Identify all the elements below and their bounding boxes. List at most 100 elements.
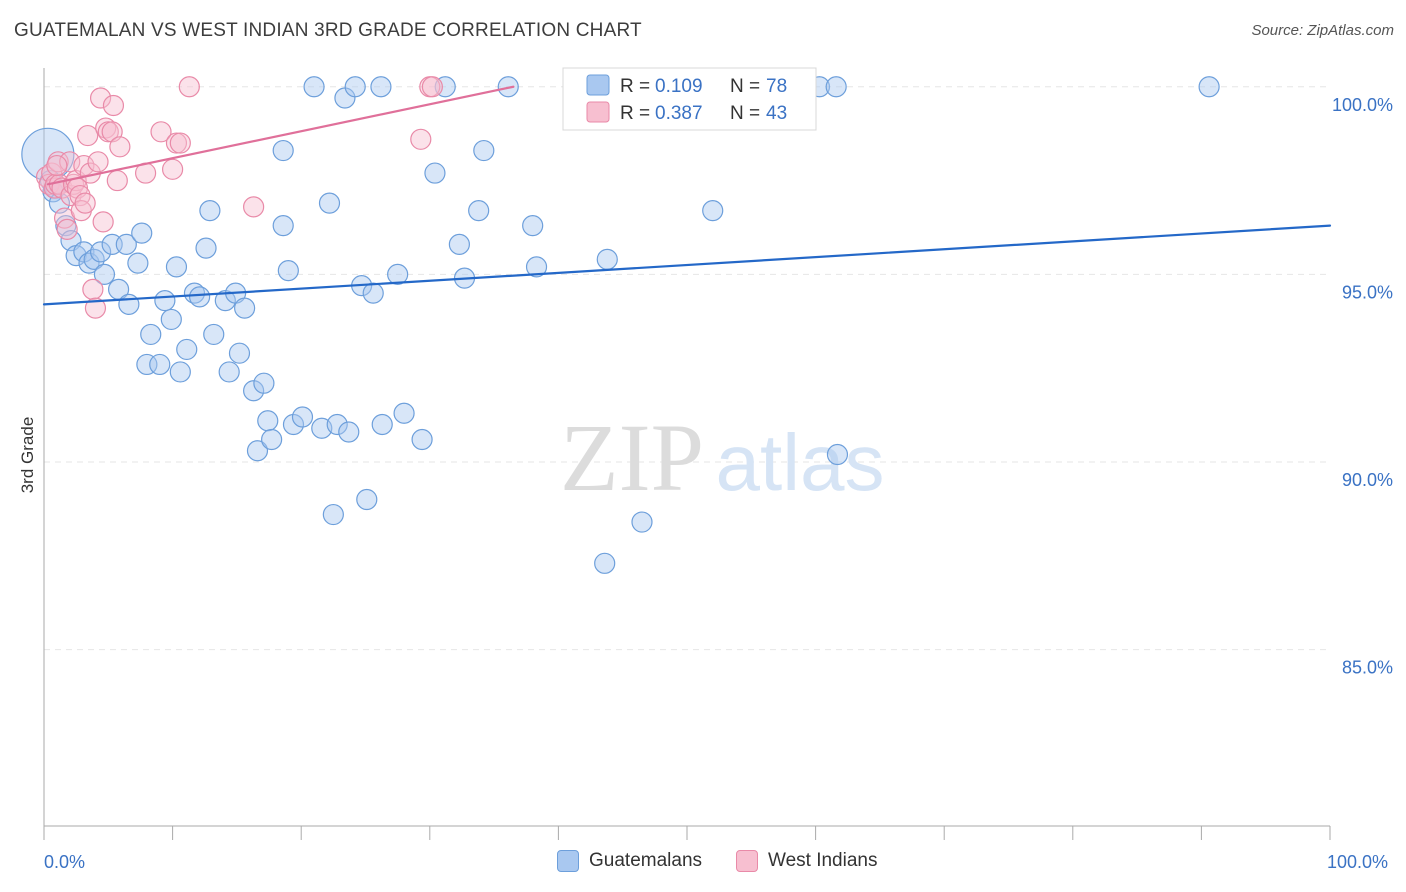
point-guatemalans-67 [468, 199, 490, 222]
r-label-1: R = [620, 103, 650, 124]
x-tick-label-left: 0.0% [44, 852, 86, 872]
point-guatemalans-65 [448, 233, 470, 255]
point-west-indians-9 [56, 218, 78, 240]
y-tick-label-2: 90.0% [1342, 470, 1393, 490]
point-guatemalans-75 [702, 199, 724, 222]
stats-legend: R = 0.109 N = 78 R = 0.387 N = 43 [562, 67, 817, 131]
point-guatemalans-39 [253, 372, 275, 394]
point-guatemalans-61 [393, 402, 415, 424]
point-guatemalans-68 [473, 139, 495, 162]
point-guatemalans-56 [356, 488, 378, 511]
point-guatemalans-50 [322, 503, 344, 526]
point-west-indians-30 [106, 169, 128, 192]
point-west-indians-42 [46, 154, 68, 177]
point-guatemalans-17 [127, 252, 149, 274]
point-guatemalans-45 [282, 413, 305, 436]
point-west-indians-31 [109, 136, 131, 158]
point-guatemalans-64 [434, 76, 456, 98]
point-guatemalans-36 [234, 297, 256, 319]
point-guatemalans-62 [411, 428, 433, 451]
legend-swatch-west-indians [736, 850, 758, 872]
trend-line-guatemalans [42, 224, 1332, 306]
point-guatemalans-46 [291, 406, 314, 428]
point-guatemalans-72 [594, 552, 616, 574]
point-guatemalans-16 [118, 293, 140, 316]
x-tick-label-right: 100.0% [1327, 852, 1389, 872]
point-west-indians-26 [95, 117, 117, 139]
point-west-indians-23 [87, 151, 109, 173]
point-guatemalans-41 [261, 428, 283, 451]
r-value-0: 0.109 [655, 76, 703, 97]
point-guatemalans-18 [131, 222, 153, 244]
point-guatemalans-47 [303, 76, 325, 98]
legend-label-west-indians: West Indians [768, 850, 878, 871]
point-guatemalans-43 [272, 215, 294, 237]
point-guatemalans-24 [165, 256, 188, 278]
point-west-indians-18 [74, 192, 96, 214]
legend-item-west-indians[interactable]: West Indians [736, 850, 877, 872]
chart-title: GUATEMALAN VS WEST INDIAN 3RD GRADE CORR… [14, 20, 642, 41]
watermark: ZIP atlas [560, 404, 884, 511]
point-west-indians-41 [421, 76, 443, 98]
point-guatemalans-42 [272, 139, 294, 162]
point-guatemalans-33 [218, 361, 240, 383]
point-guatemalans-78 [826, 443, 849, 466]
point-guatemalans-29 [195, 237, 217, 259]
point-guatemalans-77 [825, 76, 847, 98]
n-label-0: N = [730, 76, 760, 97]
point-west-indians-33 [150, 121, 172, 143]
point-west-indians-22 [84, 297, 107, 319]
point-west-indians-37 [178, 76, 200, 98]
point-west-indians-38 [243, 196, 265, 218]
point-guatemalans-19 [136, 353, 158, 376]
y-tick-label-0: 100.0% [1332, 95, 1393, 115]
point-guatemalans-73 [596, 248, 618, 270]
watermark-zip: ZIP [560, 404, 704, 511]
point-guatemalans-20 [140, 323, 162, 346]
series-legend: Guatemalans West Indians [0, 850, 1406, 880]
point-guatemalans-57 [362, 282, 384, 304]
point-guatemalans-59 [371, 413, 393, 436]
point-guatemalans-38 [246, 440, 269, 462]
point-guatemalans-21 [149, 353, 171, 376]
y-tick-label-3: 85.0% [1342, 658, 1393, 678]
legend-label-guatemalans: Guatemalans [589, 850, 703, 871]
point-west-indians-19 [77, 124, 99, 147]
point-guatemalans-22 [154, 290, 176, 312]
point-guatemalans-11 [89, 241, 112, 263]
y-tick-labels: 100.0% 95.0% 90.0% 85.0% [1332, 95, 1393, 678]
point-guatemalans-44 [277, 260, 299, 282]
point-guatemalans-70 [522, 215, 544, 237]
point-west-indians-24 [89, 87, 112, 109]
point-west-indians-39 [410, 128, 432, 150]
n-value-1: 43 [766, 103, 787, 124]
point-west-indians-36 [169, 132, 191, 154]
trend-line-west-indians [46, 85, 515, 186]
point-guatemalans-35 [228, 342, 251, 364]
point-west-indians-21 [82, 278, 104, 300]
point-guatemalans-40 [257, 410, 279, 432]
point-west-indians-25 [92, 211, 114, 233]
point-guatemalans-60 [387, 263, 409, 285]
legend-swatch-west-indians [586, 101, 610, 123]
point-guatemalans-71 [525, 256, 548, 278]
point-guatemalans-12 [93, 263, 116, 285]
legend-swatch-guatemalans [586, 74, 610, 96]
point-west-indians-29 [102, 94, 125, 117]
point-guatemalans-79 [1198, 76, 1220, 98]
point-guatemalans-74 [631, 511, 653, 533]
n-label-1: N = [730, 103, 760, 124]
point-guatemalans-28 [189, 286, 211, 308]
legend-swatch-guatemalans [557, 850, 579, 872]
point-west-indians-10 [59, 151, 81, 173]
source-label: Source: ZipAtlas.com [1251, 22, 1394, 39]
point-guatemalans-15 [115, 233, 137, 255]
point-guatemalans-51 [326, 413, 348, 436]
point-guatemalans-53 [338, 421, 360, 443]
point-west-indians-34 [162, 158, 184, 180]
point-guatemalans-31 [203, 323, 225, 346]
legend-item-guatemalans[interactable]: Guatemalans [557, 850, 702, 872]
point-guatemalans-49 [318, 192, 341, 214]
point-guatemalans-26 [176, 338, 198, 361]
